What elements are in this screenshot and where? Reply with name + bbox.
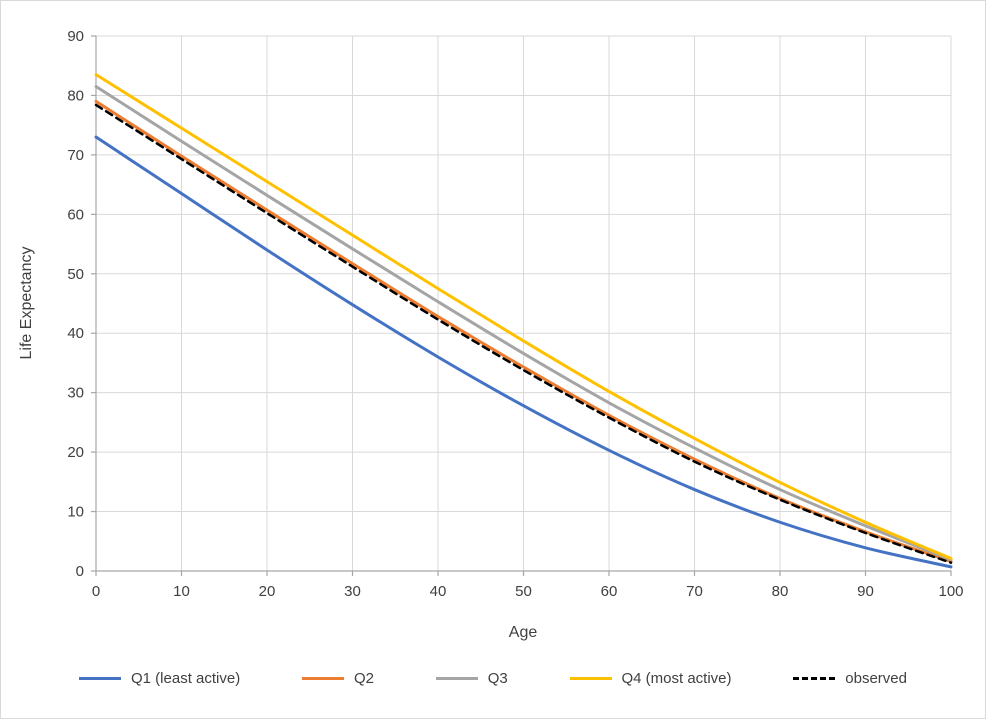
y-axis-title: Life Expectancy — [18, 247, 35, 360]
x-tick-label: 80 — [772, 583, 789, 600]
legend-swatch-q3 — [435, 677, 478, 680]
y-tick-label: 0 — [76, 563, 84, 580]
legend-swatch-observed — [793, 677, 836, 680]
series-line-observed — [94, 103, 953, 564]
y-tick-label: 70 — [67, 147, 84, 164]
legend-label-q2: Q2 — [353, 670, 374, 687]
x-tick-label: 40 — [430, 583, 447, 600]
legend-item-q4-most-active: Q4 (most active) — [569, 670, 732, 687]
x-tick-label: 90 — [857, 583, 874, 600]
tick-marks — [91, 35, 952, 576]
x-tick-label: 70 — [686, 583, 703, 600]
tick-labels: 0 10 20 30 40 50 60 70 80 90 100 0 10 20 30 40 50 60 70 80 9… — [67, 28, 963, 600]
y-tick-label: 10 — [67, 504, 84, 521]
legend-label-q1-least-active: Q1 (least active) — [131, 670, 241, 687]
series-line-q2 — [94, 99, 953, 563]
series-line-q4-most-active — [94, 73, 953, 561]
y-tick-label: 90 — [67, 28, 84, 45]
legend-label-observed: observed — [845, 670, 907, 687]
legend-swatch-q2 — [301, 677, 344, 680]
x-axis-title: Age — [509, 624, 538, 641]
x-tick-label: 50 — [515, 583, 532, 600]
y-tick-label: 30 — [67, 385, 84, 402]
y-tick-label: 20 — [67, 444, 84, 461]
x-tick-label: 10 — [173, 583, 190, 600]
series-line-q3 — [94, 85, 953, 562]
legend-label-q4-most-active: Q4 (most active) — [621, 670, 732, 687]
x-tick-label: 100 — [938, 583, 963, 600]
x-tick-label: 30 — [344, 583, 361, 600]
chart-plot-area: 0 10 20 30 40 50 60 70 80 90 100 0 10 20 30 40 50 60 70 80 9… — [18, 28, 964, 641]
legend: Q1 (least active) Q2 Q3 Q4 (most active) obs… — [1, 670, 985, 687]
x-tick-label: 60 — [601, 583, 618, 600]
series-lines — [94, 73, 953, 569]
legend-swatch-q4-most-active — [569, 677, 612, 680]
series-line-q1-least-active — [94, 135, 953, 569]
y-tick-label: 80 — [67, 87, 84, 104]
y-tick-label: 50 — [67, 266, 84, 283]
y-tick-label: 40 — [67, 325, 84, 342]
x-tick-label: 20 — [259, 583, 276, 600]
x-tick-label: 0 — [92, 583, 100, 600]
legend-item-q2: Q2 — [301, 670, 374, 687]
y-tick-label: 60 — [67, 206, 84, 223]
legend-item-observed: observed — [793, 670, 907, 687]
legend-label-q3: Q3 — [487, 670, 508, 687]
legend-item-q3: Q3 — [435, 670, 508, 687]
legend-item-q1-least-active: Q1 (least active) — [79, 670, 240, 687]
gridlines — [95, 35, 952, 572]
legend-swatch-q1-least-active — [79, 677, 121, 680]
